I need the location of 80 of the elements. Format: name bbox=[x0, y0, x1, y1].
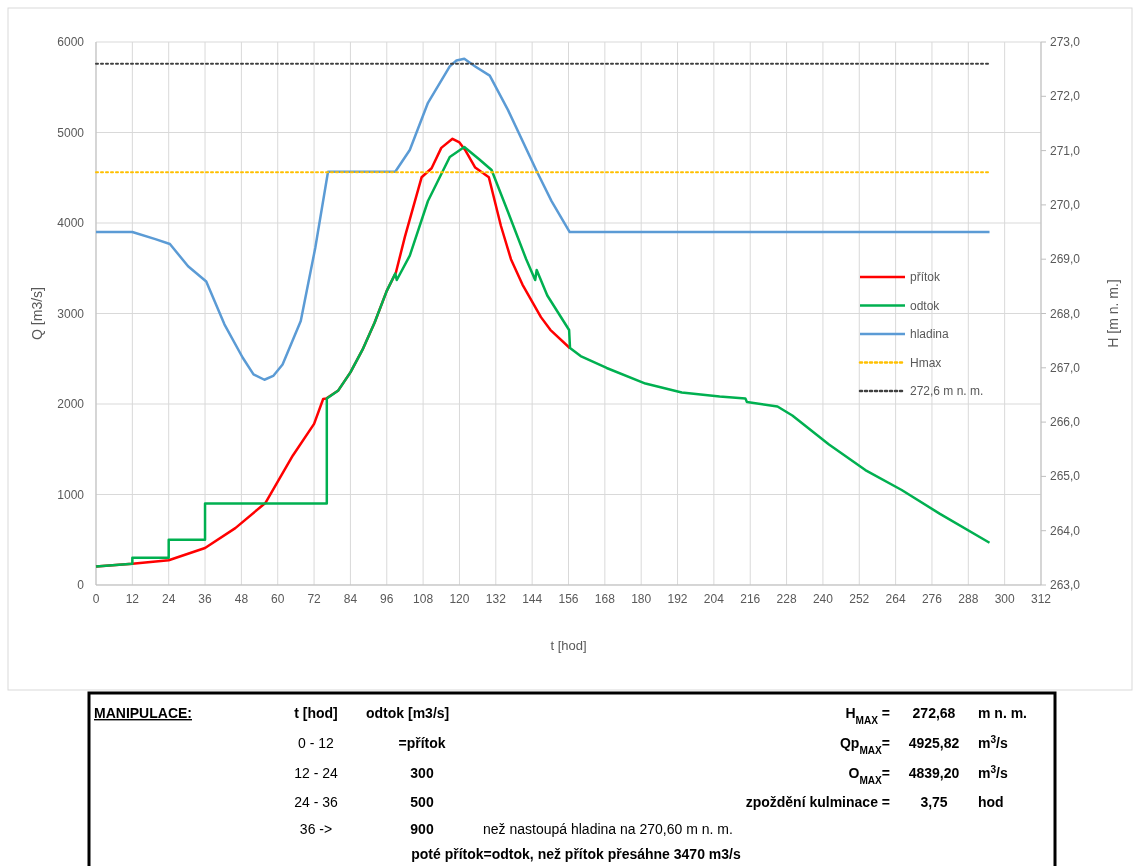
text: odtok [m3/s] bbox=[366, 705, 450, 721]
text: 500 bbox=[410, 794, 434, 810]
y-tick-label: 5000 bbox=[57, 125, 85, 140]
text: m$^{3}$/s bbox=[978, 763, 1008, 781]
x-tick-label: 60 bbox=[271, 592, 285, 606]
x-tick-label: 276 bbox=[921, 592, 943, 606]
x-tick-label: 24 bbox=[162, 592, 176, 606]
x-tick-label: 48 bbox=[234, 592, 249, 606]
y2-tick-label: 272,0 bbox=[1050, 89, 1081, 104]
text: 272,68 bbox=[912, 705, 956, 721]
text: 36 -> bbox=[299, 821, 333, 837]
text: 900 bbox=[410, 821, 434, 837]
x-tick-label: 300 bbox=[994, 592, 1015, 606]
text: MANIPULACE: bbox=[94, 705, 192, 721]
y2-tick-label: 265,0 bbox=[1050, 469, 1081, 484]
y2-tick-label: 266,0 bbox=[1050, 415, 1081, 430]
text: 4925,82 bbox=[908, 735, 960, 751]
line-series bbox=[94, 145, 991, 568]
x-tick-label: 12 bbox=[125, 592, 140, 606]
x-tick-label: 132 bbox=[485, 592, 507, 606]
text: t [hod] bbox=[294, 705, 338, 721]
text: m n. m. bbox=[978, 705, 1028, 721]
text: 300 bbox=[410, 765, 434, 781]
text: O$_{MAX}$= bbox=[848, 765, 890, 786]
text: Qp$_{MAX}$= bbox=[839, 735, 890, 756]
x-tick-label: 144 bbox=[522, 592, 543, 606]
y2-tick-label: 271,0 bbox=[1050, 143, 1081, 158]
legend-label: hladina bbox=[910, 327, 950, 341]
x-tick-label: 312 bbox=[1030, 592, 1052, 606]
x-tick-label: 168 bbox=[594, 592, 616, 606]
x-tick-label: 204 bbox=[703, 592, 725, 606]
legend-label: přítok bbox=[910, 270, 942, 284]
text: 4839,20 bbox=[908, 765, 960, 781]
x-tick-label: 264 bbox=[885, 592, 906, 606]
y-tick-label: 6000 bbox=[57, 35, 85, 49]
x-tick-label: 240 bbox=[812, 592, 834, 606]
text: m$^{3}$/s bbox=[978, 733, 1008, 751]
text: hod bbox=[978, 794, 1004, 810]
y-axis-title: Q [m3/s] bbox=[29, 287, 45, 340]
x-tick-label: 96 bbox=[380, 592, 394, 606]
x-tick-label: 120 bbox=[449, 592, 470, 606]
x-axis-title: t [hod] bbox=[550, 638, 587, 653]
text: 12 - 24 bbox=[294, 765, 338, 781]
x-tick-label: 216 bbox=[740, 592, 761, 606]
x-tick-label: 156 bbox=[558, 592, 579, 606]
x-tick-label: 72 bbox=[307, 592, 322, 606]
legend-label: 272,6 m n. m. bbox=[910, 384, 984, 398]
x-tick-label: 0 bbox=[92, 592, 100, 606]
y2-tick-label: 263,0 bbox=[1050, 578, 1081, 592]
text: 24 - 36 bbox=[294, 794, 338, 810]
y-tick-label: 1000 bbox=[57, 487, 85, 502]
text: =přítok bbox=[398, 735, 446, 751]
x-tick-label: 108 bbox=[413, 592, 434, 606]
y-tick-label: 3000 bbox=[57, 306, 85, 321]
legend-label: Hmax bbox=[910, 355, 942, 370]
text: 3,75 bbox=[920, 794, 948, 810]
text: 0 - 12 bbox=[298, 735, 335, 751]
y2-tick-label: 264,0 bbox=[1050, 523, 1081, 538]
x-tick-label: 180 bbox=[631, 592, 652, 606]
y2-tick-label: 267,0 bbox=[1050, 360, 1081, 375]
text: H$_{MAX}$ = bbox=[845, 705, 890, 726]
line-series bbox=[94, 57, 991, 381]
y-tick-label: 0 bbox=[77, 578, 85, 592]
x-tick-label: 288 bbox=[958, 592, 979, 606]
x-tick-label: 252 bbox=[849, 592, 870, 606]
y2-tick-label: 268,0 bbox=[1050, 306, 1081, 321]
x-tick-label: 84 bbox=[343, 592, 358, 606]
text: poté přítok=odtok, než přítok přesáhne 3470 m3/s bbox=[411, 846, 741, 862]
y2-tick-label: 273,0 bbox=[1050, 35, 1081, 49]
y2-axis-title: H [m n. m.] bbox=[1105, 279, 1121, 348]
text: než nastoupá hladina na 270,60 m n. m. bbox=[483, 821, 733, 837]
x-tick-label: 36 bbox=[198, 592, 213, 606]
y-tick-label: 2000 bbox=[57, 397, 85, 411]
text: zpoždění kulminace = bbox=[745, 794, 890, 810]
y-tick-label: 4000 bbox=[57, 216, 85, 230]
y2-tick-label: 270,0 bbox=[1050, 197, 1081, 212]
x-tick-label: 192 bbox=[667, 592, 688, 606]
y2-tick-label: 269,0 bbox=[1050, 252, 1081, 267]
legend-label: odtok bbox=[910, 298, 941, 313]
x-tick-label: 228 bbox=[776, 592, 797, 606]
